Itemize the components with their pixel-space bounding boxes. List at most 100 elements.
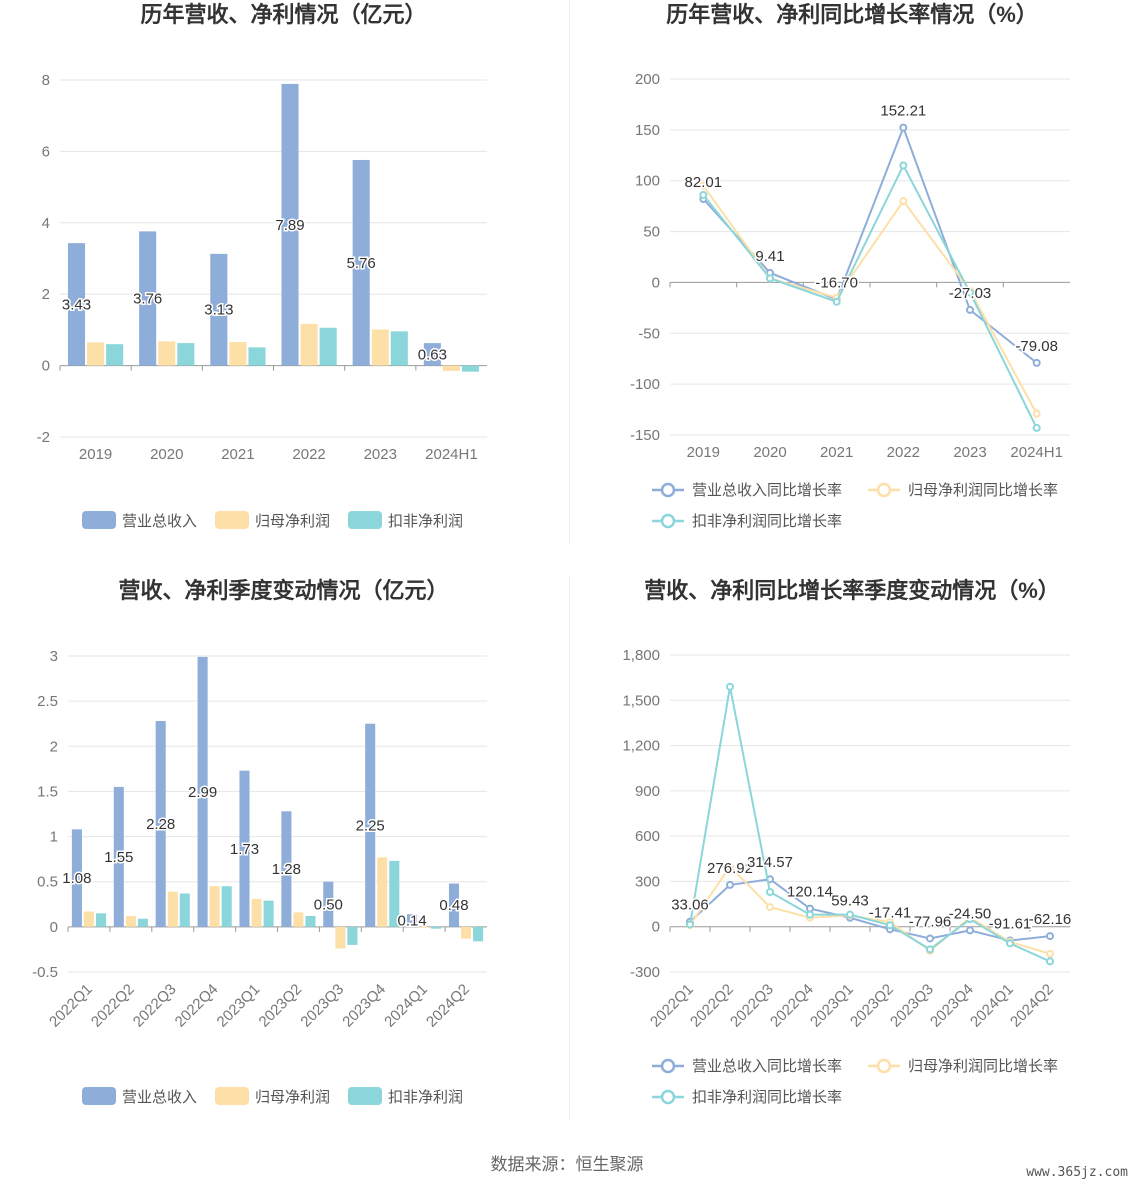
annual-chart-svg: -2 0 2 4 6 8 2019 2020 2021 2022 2023 2024H1 3.43 3.7… (37, 72, 487, 530)
legend-marker (660, 513, 676, 529)
x-tick-label: 2020 (150, 446, 183, 463)
x-tick-label: 2019 (79, 446, 112, 463)
data-point (1046, 949, 1054, 958)
data-point (1046, 957, 1054, 966)
data-label: 9.41 (755, 248, 784, 265)
y-tick-label: 3 (50, 648, 58, 665)
legend-label: 营业总收入同比增长率 (692, 1058, 842, 1075)
bar (335, 926, 346, 949)
x-tick-label: 2022Q4 (767, 981, 817, 1031)
y-tick-label: 6 (42, 143, 50, 160)
data-label: -91.61 (989, 916, 1032, 933)
data-label: 0.50 (314, 896, 343, 913)
data-label: 0.14 (397, 913, 426, 930)
bar (229, 342, 247, 366)
y-tick-label: -0.5 (32, 964, 58, 981)
x-tick-label: 2022Q2 (88, 981, 138, 1031)
data-point (846, 910, 854, 919)
y-tick-label: 0 (652, 919, 660, 936)
legend-label: 营业总收入 (122, 513, 197, 530)
legend-swatch (82, 511, 116, 529)
data-label: 120.14 (787, 884, 833, 901)
series-line (689, 686, 1051, 963)
data-point (766, 887, 774, 896)
series-line (689, 878, 1051, 942)
legend-marker (660, 482, 676, 498)
bar (389, 860, 400, 927)
bar (248, 347, 266, 366)
bar (158, 341, 176, 366)
data-label: 3.13 (204, 302, 233, 319)
bar (210, 253, 228, 366)
data-point (926, 934, 934, 943)
series-line (702, 124, 1038, 364)
bar-series (67, 83, 441, 366)
bar (263, 900, 274, 927)
data-point (966, 288, 974, 297)
bar-series (83, 857, 472, 949)
bar (473, 926, 484, 942)
bar (319, 327, 337, 366)
x-tick-label: 2024Q1 (967, 981, 1017, 1031)
y-axis: -2 0 2 4 6 8 (37, 72, 487, 446)
y-tick-label: 1,500 (622, 692, 660, 709)
chart-title: 历年营收、净利同比增长率情况（%） (666, 2, 1038, 27)
data-point (1032, 358, 1041, 367)
data-labels: 3.43 3.76 3.13 7.89 5.76 0.63 (60, 215, 448, 365)
x-tick-label: 2022Q1 (46, 981, 96, 1031)
bar (179, 893, 190, 927)
y-tick-label: 600 (635, 828, 660, 845)
bar-series (95, 860, 484, 945)
data-label: 2.99 (188, 784, 217, 801)
legend-label: 营业总收入同比增长率 (692, 482, 842, 499)
data-point (686, 920, 694, 929)
y-tick-label: 50 (643, 224, 660, 241)
data-label: -17.41 (869, 904, 912, 921)
data-label: 1.08 (62, 870, 91, 887)
legend-label: 扣非净利润同比增长率 (692, 513, 842, 530)
data-point (899, 197, 908, 206)
bar (371, 329, 389, 366)
x-tick-label: 2023Q3 (297, 981, 347, 1031)
y-tick-label: 8 (42, 72, 50, 89)
data-label: 7.89 (275, 217, 304, 234)
data-point (966, 305, 974, 314)
bar (448, 883, 460, 927)
legend-marker (660, 1089, 676, 1105)
y-tick-label: 1.5 (37, 783, 58, 800)
data-label: 152.21 (880, 103, 926, 120)
data-point (899, 123, 908, 132)
data-point (766, 274, 774, 283)
data-point (886, 921, 894, 930)
y-tick-label: 150 (635, 122, 660, 139)
data-label: 1.55 (104, 849, 133, 866)
data-label: 59.43 (831, 893, 869, 910)
x-tick-label: 2023 (364, 446, 397, 463)
legend: 营业总收入 归母净利润 扣非净利润 (82, 511, 463, 530)
quarterly-chart-panel: 营收、净利季度变动情况（亿元） -0.5 0 0.5 1 1.5 2 2.5 3 2022Q1 2… (0, 576, 567, 1121)
x-tick-label: 2024Q1 (381, 981, 431, 1031)
data-point (726, 682, 734, 691)
legend-swatch (348, 1087, 382, 1105)
x-axis: 2019 2020 2021 2022 2023 2024H1 (59, 365, 478, 463)
data-point (699, 190, 708, 199)
x-tick-label: 2022Q1 (647, 981, 697, 1031)
bar (197, 656, 208, 927)
bar (347, 926, 358, 945)
annual-growth-chart-panel: 历年营收、净利同比增长率情况（%） -150 -100 -50 0 50 100 150 20… (570, 0, 1134, 545)
x-tick-label: 2019 (687, 444, 720, 461)
bar (113, 786, 124, 927)
legend-marker (876, 1058, 892, 1074)
bar (221, 886, 232, 927)
data-label: -16.70 (815, 274, 858, 291)
chart-title: 营收、净利同比增长率季度变动情况（%） (644, 578, 1060, 603)
legend-label: 归母净利润同比增长率 (908, 1058, 1058, 1075)
bar (423, 343, 441, 366)
bar (87, 342, 105, 366)
line-series (686, 682, 1054, 966)
data-label: 1.73 (230, 841, 259, 858)
legend-label: 扣非净利润 (388, 513, 463, 530)
x-tick-label: 2022 (887, 444, 920, 461)
legend-label: 归母净利润同比增长率 (908, 482, 1058, 499)
